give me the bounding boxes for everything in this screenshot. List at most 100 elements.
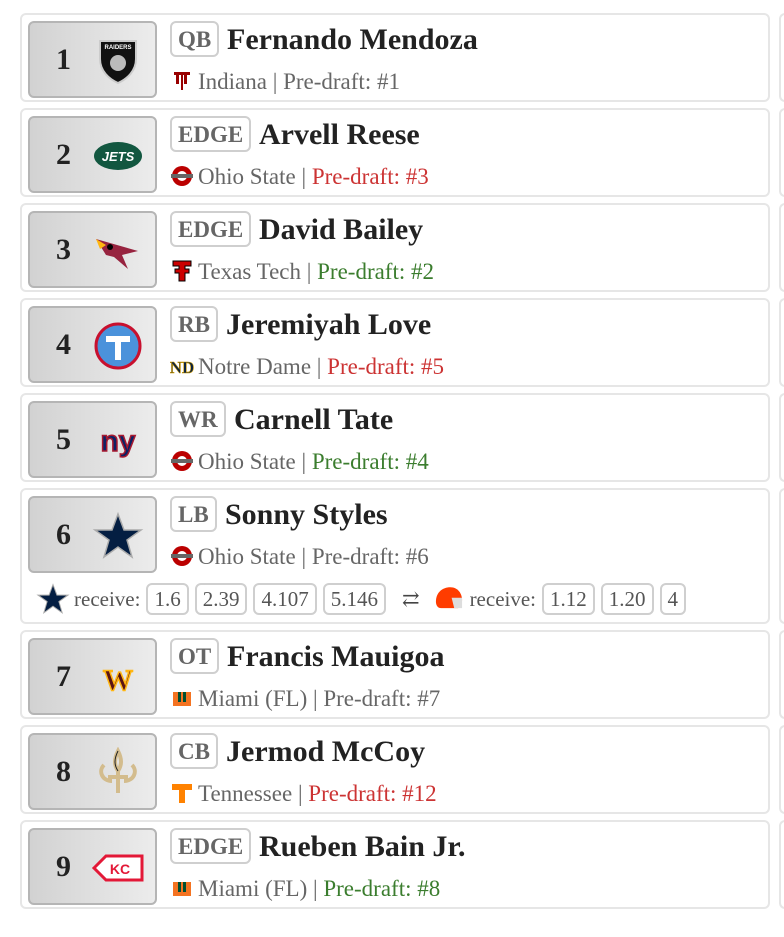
predraft-rank: Pre-draft: #1 [283, 69, 400, 94]
jets-team-logo-icon: JETS [92, 130, 144, 182]
pick-number: 9 [56, 850, 71, 883]
traded-pick-chip[interactable]: 4 [659, 583, 687, 615]
player-name[interactable]: Jeremiyah Love [226, 308, 432, 341]
giants-team-logo-icon: ny [92, 415, 144, 467]
pick-number-box: 4 [28, 306, 157, 383]
draft-pick-card[interactable]: 7 W OT Francis Mauigoa Miami (FL) | Pre-… [20, 630, 770, 719]
separator: | [313, 876, 318, 901]
pick-number: 6 [56, 518, 71, 551]
school-name: Miami (FL) [198, 686, 308, 711]
team-b-receive-label: receive: [469, 586, 537, 611]
svg-text:JETS: JETS [102, 149, 135, 164]
cowboys-team-logo-icon [36, 582, 70, 616]
school-name: Miami (FL) [198, 876, 308, 901]
cardinals-team-logo-icon [92, 225, 144, 277]
predraft-rank: Pre-draft: #3 [311, 164, 429, 189]
separator: | [301, 449, 307, 474]
predraft-rank: Pre-draft: #5 [327, 354, 445, 379]
position-badge: OT [170, 638, 220, 674]
traded-pick-chip[interactable]: 1.12 [542, 583, 595, 615]
school-name: Indiana [198, 69, 267, 94]
player-name[interactable]: Sonny Styles [225, 498, 388, 531]
position-badge: WR [170, 401, 226, 437]
predraft-rank: Pre-draft: #2 [317, 259, 435, 284]
position-badge: EDGE [170, 828, 252, 864]
school-name: Notre Dame [198, 354, 312, 379]
trade-details: receive: 1.6 2.39 4.107 5.146 ⇄ receive: 1.… [36, 582, 752, 616]
pick-number-box: 3 [28, 211, 157, 288]
predraft-rank: Pre-draft: #12 [308, 781, 437, 806]
separator: | [272, 69, 278, 94]
pick-number-box: 2 JETS [28, 116, 157, 193]
separator: | [313, 686, 318, 711]
saints-team-logo-icon [92, 746, 144, 799]
separator: | [301, 164, 307, 189]
school-line: ND Notre Dame | Pre-draft: #5 [169, 352, 445, 382]
predraft-rank: Pre-draft: #7 [323, 686, 441, 711]
raiders-team-logo-icon: RAIDERS [92, 35, 144, 87]
svg-text:ND: ND [170, 358, 194, 377]
player-name[interactable]: Francis Mauigoa [227, 640, 445, 673]
indiana-school-logo-icon [170, 69, 194, 93]
traded-pick-chip[interactable]: 2.39 [194, 583, 248, 615]
school-line: Texas Tech | Pre-draft: #2 [170, 257, 434, 287]
commanders-team-logo-icon: W [92, 652, 144, 704]
player-name[interactable]: Fernando Mendoza [227, 23, 478, 56]
pick-number-box: 1 RAIDERS [28, 21, 157, 98]
pick-number: 7 [56, 660, 71, 693]
pick-number: 8 [56, 755, 71, 788]
draft-pick-card[interactable]: 1 RAIDERS QB Fernando Mendoza Indiana | … [20, 13, 770, 102]
school-name: Ohio State [198, 544, 296, 569]
miami-school-logo-icon [170, 686, 194, 710]
school-name: Ohio State [198, 449, 296, 474]
player-name[interactable]: Carnell Tate [234, 403, 394, 436]
player-name[interactable]: Arvell Reese [259, 118, 420, 151]
school-line: Tennessee | Pre-draft: #12 [170, 779, 437, 809]
school-line: Ohio State | Pre-draft: #6 [170, 542, 429, 572]
predraft-rank: Pre-draft: #6 [311, 544, 429, 569]
pick-number-box: 8 [28, 733, 157, 810]
texas-tech-school-logo-icon [170, 259, 194, 283]
draft-pick-card[interactable]: 6 LB Sonny Styles Ohio State | Pre-draft… [20, 488, 770, 624]
school-line: Miami (FL) | Pre-draft: #8 [170, 874, 440, 904]
draft-pick-card[interactable]: 4 RB Jeremiyah Love ND Notre Dame | Pre-d… [20, 298, 770, 387]
player-name[interactable]: Rueben Bain Jr. [259, 830, 466, 863]
miami-school-logo-icon [170, 876, 194, 900]
draft-pick-card[interactable]: 5 ny WR Carnell Tate Ohio State | Pre-dr… [20, 393, 770, 482]
team-a-receive-label: receive: [74, 586, 141, 611]
draft-pick-list: 1 RAIDERS QB Fernando Mendoza Indiana | … [20, 13, 770, 915]
separator: | [297, 781, 303, 806]
adjacent-column-edge [779, 13, 784, 937]
notre-dame-school-logo-icon: ND [169, 354, 194, 378]
titans-team-logo-icon [92, 320, 144, 372]
draft-pick-card[interactable]: 9 KC EDGE Rueben Bain Jr. Miami (FL) | P… [20, 820, 770, 909]
pick-number: 4 [56, 328, 71, 361]
svg-text:W: W [103, 664, 133, 697]
school-name: Tennessee [198, 781, 293, 806]
ohio-state-school-logo-icon [170, 544, 194, 568]
draft-pick-card[interactable]: 3 EDGE David Bailey Texas Tech | Pre-dra… [20, 203, 770, 292]
school-line: Ohio State | Pre-draft: #3 [170, 162, 429, 192]
position-badge: EDGE [170, 211, 252, 247]
school-line: Miami (FL) | Pre-draft: #7 [170, 684, 440, 714]
svg-text:RAIDERS: RAIDERS [104, 45, 131, 51]
ohio-state-school-logo-icon [170, 164, 194, 188]
player-name[interactable]: David Bailey [259, 213, 424, 246]
svg-text:KC: KC [110, 861, 130, 877]
pick-number-box: 7 W [28, 638, 157, 715]
pick-number: 3 [56, 233, 71, 266]
cowboys-team-logo-icon [92, 510, 144, 562]
draft-pick-card[interactable]: 2 JETS EDGE Arvell Reese Ohio State | Pr… [20, 108, 770, 197]
position-badge: CB [170, 733, 218, 769]
player-name[interactable]: Jermod McCoy [226, 735, 426, 768]
traded-pick-chip[interactable]: 1.20 [600, 583, 654, 615]
traded-pick-chip[interactable]: 1.6 [146, 583, 189, 615]
pick-number: 1 [56, 43, 71, 76]
traded-pick-chip[interactable]: 5.146 [322, 583, 386, 615]
traded-pick-chip[interactable]: 4.107 [253, 583, 317, 615]
position-badge: RB [170, 306, 218, 342]
browns-team-logo-icon [432, 582, 466, 616]
pick-number-box: 6 [28, 496, 157, 573]
draft-pick-card[interactable]: 8 CB Jermod McCoy Tennessee | Pre-draft:… [20, 725, 770, 814]
separator: | [306, 259, 312, 284]
